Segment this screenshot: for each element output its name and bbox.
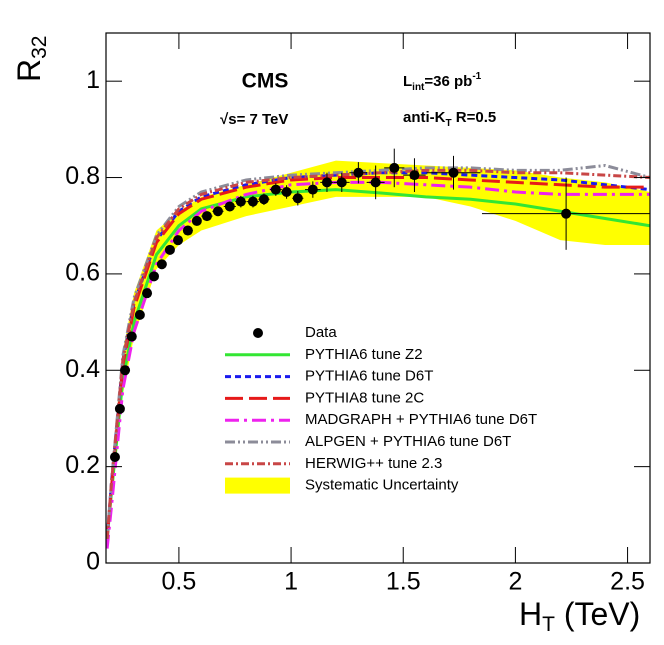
- data-point: [156, 259, 167, 270]
- legend-label: Data: [305, 324, 337, 341]
- experiment: CMS: [242, 70, 289, 93]
- legend-label: PYTHIA8 tune 2C: [305, 389, 424, 406]
- x-axis-label: HT (TeV): [519, 596, 640, 635]
- legend-marker: [253, 328, 263, 338]
- data-point: [149, 271, 160, 282]
- y-tick-label: 0.8: [65, 162, 100, 190]
- data-point: [258, 194, 269, 205]
- data-point: [270, 184, 281, 195]
- data-point: [336, 177, 347, 188]
- data-point: [182, 225, 193, 236]
- energy: √s= 7 TeV: [220, 111, 288, 128]
- y-tick-label: 1: [86, 66, 100, 94]
- data-point: [212, 206, 223, 217]
- data-point: [164, 244, 175, 255]
- data-point: [126, 331, 137, 342]
- legend-label: MADGRAPH + PYTHIA6 tune D6T: [305, 411, 537, 428]
- data-point: [448, 167, 459, 178]
- y-tick-label: 0.6: [65, 259, 100, 287]
- data-point: [307, 184, 318, 195]
- data-point: [389, 162, 400, 173]
- data-point: [370, 177, 381, 188]
- data-point: [142, 288, 153, 299]
- lumi: Lint=36 pb-1: [403, 71, 482, 93]
- legend-label: PYTHIA6 tune Z2: [305, 346, 423, 363]
- data-point: [109, 452, 120, 462]
- data-point: [235, 196, 246, 207]
- model-curve: [106, 180, 650, 549]
- uncertainty-band: [107, 160, 650, 549]
- y-axis-label: R32: [11, 36, 50, 82]
- data-point: [191, 215, 202, 226]
- y-tick-label: 0: [86, 548, 100, 576]
- model-curve: [106, 176, 650, 540]
- model-curve: [106, 163, 650, 540]
- legend-label: PYTHIA6 tune D6T: [305, 368, 433, 385]
- data-point: [353, 167, 364, 178]
- data-point: [561, 208, 572, 219]
- x-tick-label: 2.5: [610, 568, 645, 596]
- x-tick-label: 1: [284, 568, 298, 596]
- data-point: [224, 201, 235, 212]
- data-point: [173, 235, 184, 246]
- data-point: [409, 170, 420, 181]
- data-point: [134, 309, 145, 320]
- frame: [105, 32, 651, 564]
- legend-label: Systematic Uncertainty: [305, 477, 459, 494]
- y-tick-label: 0.4: [65, 355, 100, 383]
- legend-label: ALPGEN + PYTHIA6 tune D6T: [305, 433, 511, 450]
- data-point: [321, 177, 332, 188]
- x-tick-label: 2: [508, 568, 522, 596]
- data-point: [281, 187, 292, 197]
- plot: [106, 148, 650, 549]
- data-point: [120, 365, 131, 376]
- data-point: [247, 196, 258, 207]
- y-tick-label: 0.2: [65, 451, 100, 479]
- legend-label: HERWIG++ tune 2.3: [305, 455, 442, 472]
- data-point: [114, 403, 125, 414]
- data-point: [292, 193, 303, 204]
- x-tick-label: 0.5: [162, 568, 197, 596]
- legend-swatch: [225, 477, 290, 494]
- x-tick-label: 1.5: [386, 568, 421, 596]
- data-point: [201, 211, 212, 222]
- algo: anti-KT R=0.5: [403, 109, 496, 129]
